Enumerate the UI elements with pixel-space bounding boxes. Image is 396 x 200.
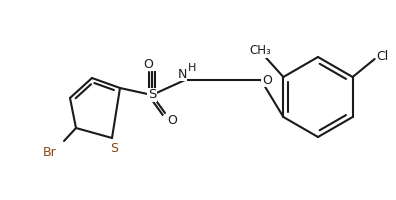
Text: CH₃: CH₃ bbox=[249, 45, 271, 58]
Text: Br: Br bbox=[43, 146, 57, 160]
Text: O: O bbox=[167, 114, 177, 127]
Text: O: O bbox=[262, 73, 272, 86]
Text: O: O bbox=[143, 58, 153, 71]
Text: H: H bbox=[188, 63, 196, 73]
Text: S: S bbox=[110, 142, 118, 154]
Text: N: N bbox=[177, 68, 187, 80]
Text: Cl: Cl bbox=[377, 50, 389, 64]
Text: S: S bbox=[148, 88, 156, 102]
